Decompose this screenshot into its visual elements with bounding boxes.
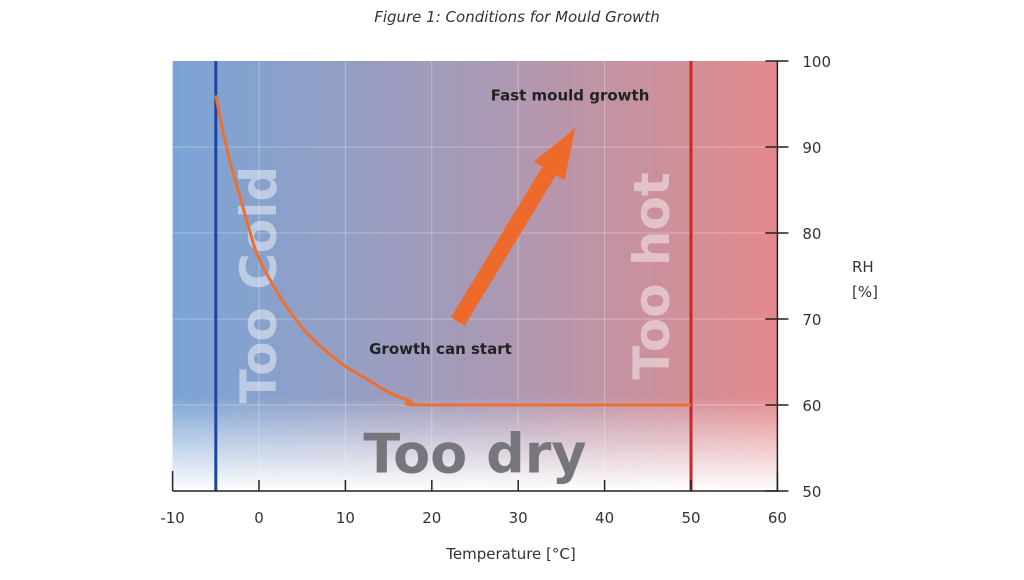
x-axis-label: Temperature [°C] <box>445 545 575 563</box>
y-tick-label: 70 <box>802 311 821 329</box>
too-dry-label: Too dry <box>363 422 586 485</box>
x-tick-label: 0 <box>254 509 264 527</box>
x-tick-label: 50 <box>681 509 700 527</box>
y-axis-label-line2: [%] <box>852 283 878 301</box>
growth-can-start-label: Growth can start <box>369 340 512 358</box>
growth-direction-arrow <box>450 128 576 326</box>
too-dry-fade <box>172 396 778 491</box>
fast-mould-growth-label: Fast mould growth <box>491 86 650 104</box>
x-tick-label: 10 <box>336 509 355 527</box>
x-tick-label: 60 <box>768 509 787 527</box>
x-tick-label: 30 <box>509 509 528 527</box>
too-cold-label: Too Cold <box>230 166 288 404</box>
chart-title: Figure 1: Conditions for Mould Growth <box>374 8 660 26</box>
growth-threshold-curve <box>214 95 691 407</box>
x-tick-label: 20 <box>422 509 441 527</box>
too-hot-label: Too hot <box>623 172 681 379</box>
y-tick-label: 100 <box>802 53 831 71</box>
y-axis-label-line1: RH <box>852 258 874 276</box>
axes: -10 0 10 20 30 40 50 60 50 60 70 80 90 100 <box>160 53 831 527</box>
x-tick-label: 40 <box>595 509 614 527</box>
y-tick-label: 80 <box>802 225 821 243</box>
y-tick-label: 90 <box>802 139 821 157</box>
y-tick-label: 60 <box>802 397 821 415</box>
x-tick-label: -10 <box>160 509 185 527</box>
y-tick-label: 50 <box>802 483 821 501</box>
